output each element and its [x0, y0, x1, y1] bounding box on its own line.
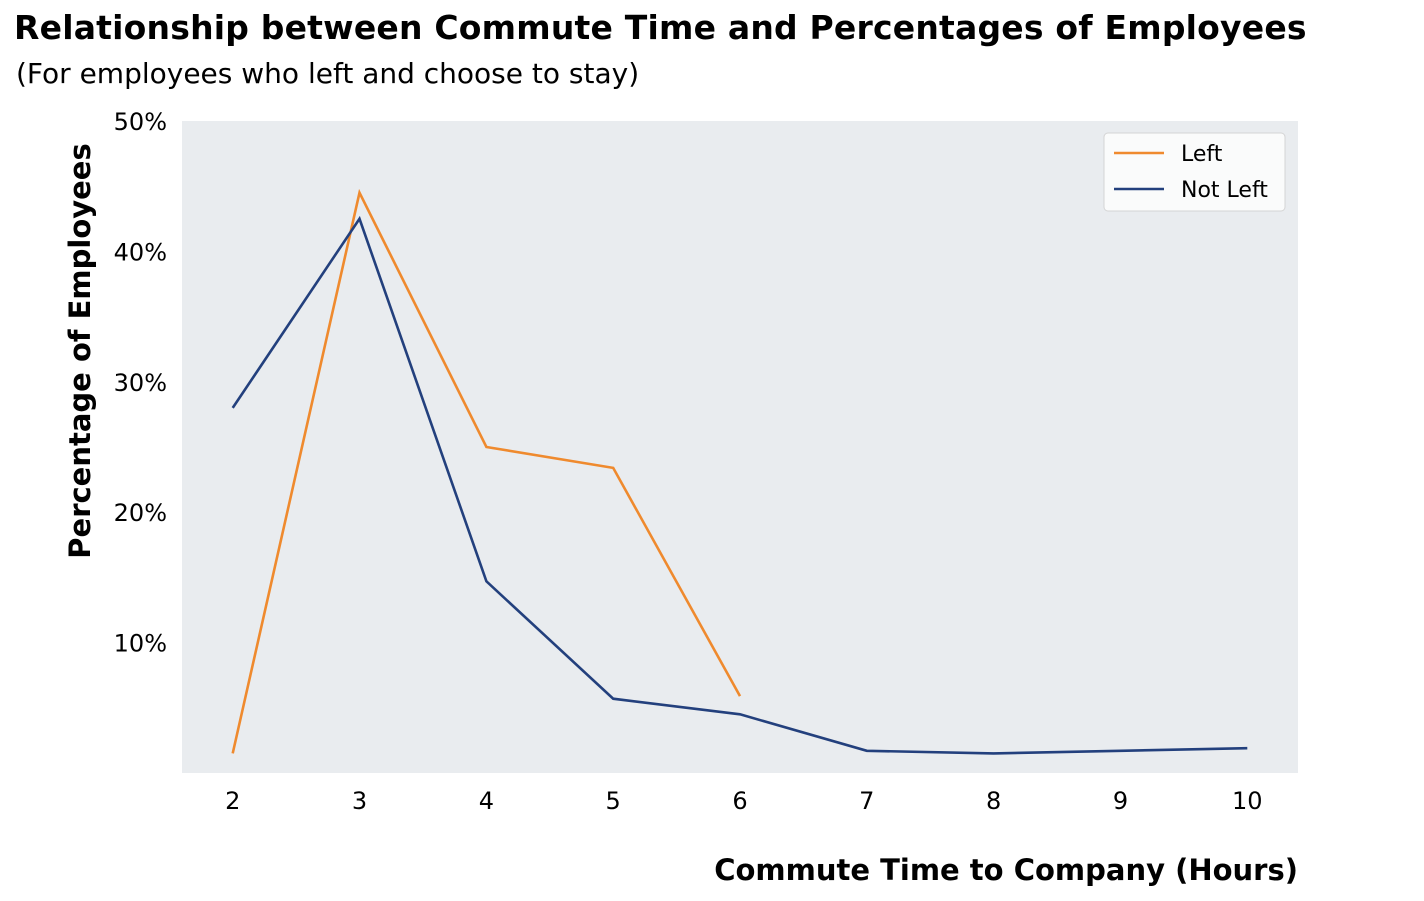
- legend: Left Not Left: [1103, 132, 1286, 212]
- y-axis-label: Percentage of Employees: [63, 143, 97, 558]
- x-tick-label: 3: [352, 787, 367, 815]
- y-tick-label: 20%: [114, 499, 167, 527]
- series-line-not-left: [231, 215, 1248, 755]
- x-tick-label: 7: [859, 787, 874, 815]
- series-line-left: [231, 188, 742, 754]
- x-tick-label: 10: [1232, 787, 1263, 815]
- legend-label: Left: [1181, 142, 1223, 167]
- y-tick-label: 10%: [114, 630, 167, 658]
- x-axis-ticks: 2 3 4 5 6 7 8 9 10: [225, 787, 1262, 815]
- chart-subtitle: (For employees who left and choose to st…: [16, 57, 640, 90]
- y-tick-label: 50%: [114, 108, 167, 136]
- y-axis-ticks: 10% 20% 30% 40% 50%: [114, 108, 167, 658]
- y-tick-label: 40%: [114, 238, 167, 266]
- x-tick-label: 2: [225, 787, 240, 815]
- y-tick-label: 30%: [114, 369, 167, 397]
- x-tick-label: 5: [606, 787, 621, 815]
- x-tick-label: 6: [732, 787, 747, 815]
- chart-title: Relationship between Commute Time and Pe…: [14, 8, 1307, 47]
- x-tick-label: 4: [479, 787, 494, 815]
- legend-label: Not Left: [1181, 178, 1268, 203]
- x-axis-label: Commute Time to Company (Hours): [714, 853, 1298, 887]
- x-tick-label: 8: [986, 787, 1001, 815]
- x-tick-label: 9: [1113, 787, 1128, 815]
- plot-area: [182, 121, 1298, 773]
- series-lines: [231, 188, 1248, 755]
